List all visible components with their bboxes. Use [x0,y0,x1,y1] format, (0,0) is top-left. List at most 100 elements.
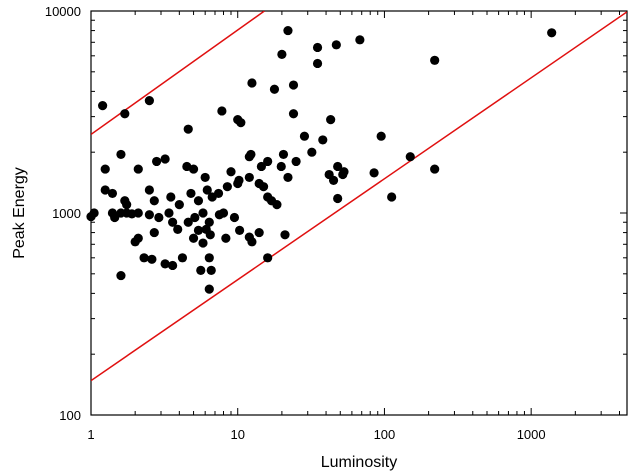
data-point [204,253,214,263]
data-point [160,259,170,269]
data-point [100,164,110,174]
data-point [122,200,132,210]
data-point [233,178,243,189]
data-points [86,25,557,294]
data-point [331,40,341,50]
data-point [229,212,240,223]
data-point [258,182,269,192]
data-point [120,109,130,119]
data-point [283,172,293,183]
data-point [133,208,143,218]
data-point [139,253,149,263]
data-point [168,217,178,227]
data-point [333,193,343,204]
data-point [272,200,282,210]
data-point [149,196,159,206]
data-point [247,237,257,247]
data-point [183,217,193,227]
x-axis-title: Luminosity [321,454,397,471]
data-point [100,185,110,195]
data-point [312,58,323,69]
data-point [177,253,188,263]
data-point [174,200,184,210]
data-point [213,188,224,199]
data-point [204,284,214,294]
data-point [288,80,299,90]
data-point [221,233,231,243]
data-point [254,227,264,238]
x-tick-label: 10 [230,427,244,442]
x-tick-label: 100 [374,427,396,442]
data-point [236,118,246,128]
data-point [333,161,343,172]
x-tick-label: 1000 [517,427,546,442]
data-point [291,156,301,167]
data-point [338,169,348,180]
data-point [188,164,199,174]
data-point [107,188,118,199]
data-point [235,225,245,236]
data-point [226,167,236,177]
data-point [144,210,154,220]
data-point [98,101,108,111]
data-point [133,164,143,174]
data-point [116,149,126,160]
data-point [198,208,208,218]
data-point [144,185,154,195]
data-point [144,96,154,106]
y-tick-label: 10000 [45,4,81,19]
data-point [186,188,196,199]
data-point [263,156,273,167]
data-point [173,224,183,234]
data-point [269,84,280,94]
data-point [110,212,120,223]
bound-line-2 [91,11,627,382]
data-point [244,172,254,183]
data-point [154,212,164,223]
data-point [312,42,323,53]
bound-lines [91,11,627,382]
data-point [276,161,286,172]
data-point [152,156,162,167]
data-point [430,55,440,65]
x-tick-label: 1 [87,427,94,442]
data-point [247,78,257,88]
y-tick-label: 1000 [52,206,81,221]
data-point [183,124,193,134]
data-point [205,230,215,240]
data-point [405,152,415,162]
data-point [278,149,289,160]
axis-ticks: 1 10 100 1000 100 1000 10000 [45,4,627,442]
data-point [204,217,214,227]
data-point [246,149,256,160]
data-point [256,161,266,172]
data-point [202,185,212,195]
data-point [116,270,126,281]
data-point [218,208,229,218]
data-point [328,175,339,186]
data-point [288,109,299,119]
data-point [280,230,290,240]
data-point [263,253,273,263]
data-point [376,131,386,141]
data-point [369,168,379,178]
bound-line-1 [91,11,265,135]
data-point [355,35,365,45]
data-point [387,192,397,202]
data-point [193,225,204,236]
data-point [318,135,328,145]
y-axis-title: Peak Energy [11,167,28,259]
data-point [188,233,199,243]
data-point [190,212,200,223]
data-point [160,154,170,164]
data-point [130,237,140,247]
data-point [547,28,557,38]
data-point [206,265,216,275]
data-point [166,192,176,202]
data-point [168,260,178,271]
data-point [299,131,310,141]
data-point [198,238,208,248]
data-point [307,147,317,157]
data-point [164,208,174,218]
